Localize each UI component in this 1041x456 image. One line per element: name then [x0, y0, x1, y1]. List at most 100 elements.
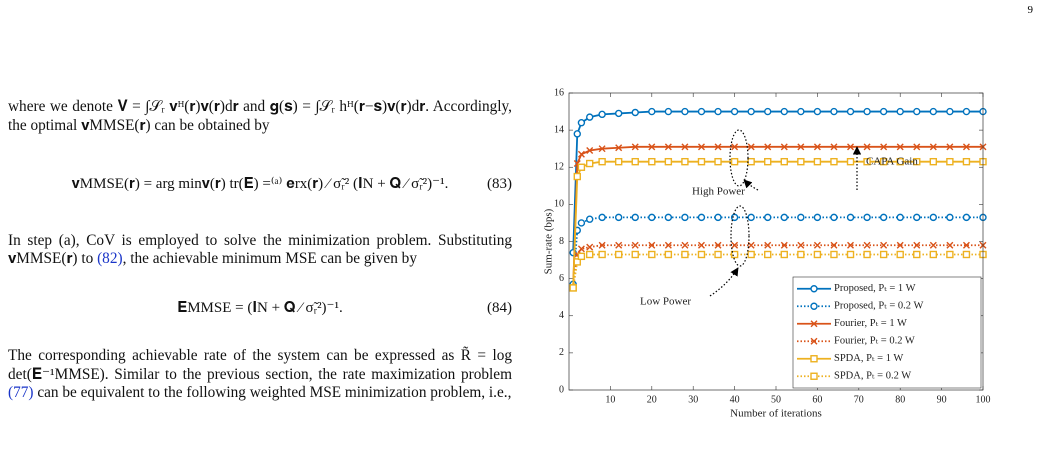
chart: 0 2 4 6 8 10 12 14 16 10 20 30 40 50 60 70 80 90 100 Number… [543, 87, 991, 420]
point [962, 143, 970, 151]
point [830, 107, 838, 116]
page-number: 9 [1027, 4, 1034, 16]
point [846, 213, 855, 222]
point [577, 163, 586, 171]
point [614, 157, 623, 166]
point [573, 130, 581, 138]
point [681, 213, 689, 222]
point [879, 213, 888, 222]
point [577, 245, 585, 253]
y-tick-label: 10 [554, 199, 564, 210]
point [598, 213, 606, 222]
x-axis-label: Number of iterations [730, 408, 822, 420]
legend-label: SPDA, Pₜ = 1 W [834, 353, 903, 364]
x-tick-label: 80 [895, 394, 905, 405]
annotation: CAPA Gain [866, 156, 918, 168]
point [681, 241, 689, 249]
point [664, 143, 672, 151]
point [962, 241, 970, 249]
text-column: where we denote 𝐕 = ∫𝒮ᵣ 𝐯ᴴ(𝐫)𝐯(𝐫)d𝐫 and … [8, 98, 512, 403]
point [747, 143, 755, 151]
point [631, 241, 639, 249]
point [697, 241, 705, 249]
x-tick-label: 30 [688, 394, 698, 405]
point [747, 157, 755, 166]
paragraph: where we denote 𝐕 = ∫𝒮ᵣ 𝐯ᴴ(𝐫)𝐯(𝐫)d𝐫 and … [8, 98, 512, 134]
point [913, 213, 921, 222]
point [664, 241, 672, 249]
point [697, 143, 705, 151]
point [879, 157, 888, 166]
y-tick-label: 2 [559, 347, 564, 358]
x-tick-label: 50 [771, 394, 781, 405]
point [577, 219, 586, 227]
series-line [572, 244, 983, 289]
point [648, 157, 656, 166]
point [714, 143, 722, 151]
point [962, 250, 971, 259]
annotation-ellipse [729, 129, 749, 187]
point [913, 143, 921, 151]
point [586, 243, 594, 251]
point [614, 250, 623, 259]
point [697, 213, 706, 222]
point [681, 157, 689, 166]
paragraph: The corresponding achievable rate of the… [8, 347, 512, 403]
point [697, 250, 706, 259]
point [714, 157, 722, 166]
point [615, 144, 623, 152]
point [598, 145, 606, 153]
series-line [572, 160, 983, 288]
y-tick-label: 14 [554, 124, 564, 135]
y-tick-label: 8 [559, 236, 564, 247]
point [946, 157, 954, 166]
point [846, 250, 855, 259]
point [631, 143, 639, 151]
point [913, 241, 921, 249]
point [648, 107, 656, 116]
point [929, 241, 937, 249]
x-tick-label: 10 [605, 394, 615, 405]
point [880, 241, 888, 249]
y-tick-label: 0 [559, 384, 564, 395]
y-tick-label: 12 [554, 162, 564, 173]
legend: Proposed, Pₜ = 1 W Proposed, Pₜ = 0.2 W Fo… [792, 276, 982, 389]
point [681, 143, 689, 151]
equation-ref[interactable]: (77) [8, 384, 34, 401]
point [813, 213, 822, 222]
point [846, 107, 855, 116]
equation-ref[interactable]: (82) [97, 250, 123, 267]
point [797, 213, 805, 222]
series-line [572, 110, 983, 253]
point [896, 157, 904, 166]
point [879, 250, 888, 259]
point [929, 213, 938, 222]
point [764, 107, 772, 116]
point [631, 157, 639, 166]
point [577, 252, 586, 261]
point [764, 250, 772, 259]
point [896, 213, 904, 222]
point [813, 157, 822, 166]
legend-marker [810, 337, 818, 345]
x-tick-label: 60 [812, 394, 822, 405]
point [664, 250, 673, 259]
point [780, 143, 788, 151]
point [813, 250, 822, 259]
point [797, 250, 805, 259]
point [697, 107, 706, 116]
point [631, 250, 639, 259]
point [896, 143, 904, 151]
point [681, 250, 689, 259]
legend-marker [810, 372, 818, 380]
y-tick-label: 4 [559, 310, 564, 321]
point [929, 250, 938, 259]
series-line [572, 253, 983, 289]
point [747, 213, 755, 222]
point [631, 108, 639, 117]
point [598, 110, 606, 119]
point [913, 107, 921, 116]
annotation-ellipse [730, 205, 750, 267]
point [913, 157, 921, 166]
point [813, 107, 822, 116]
